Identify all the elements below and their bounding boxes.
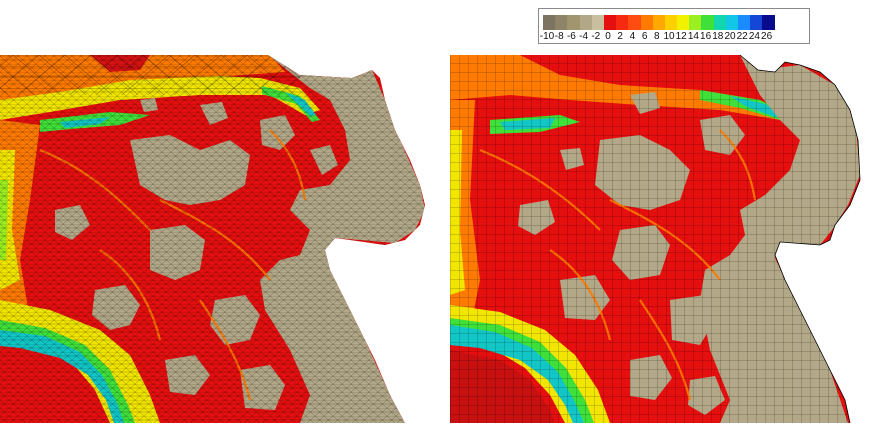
legend-label: 20 bbox=[724, 31, 736, 42]
legend-swatch bbox=[616, 15, 629, 30]
legend-swatch bbox=[738, 15, 751, 30]
legend-swatch bbox=[713, 15, 726, 30]
legend-swatch bbox=[640, 15, 653, 30]
legend-label: 10 bbox=[663, 31, 675, 42]
legend-swatch bbox=[677, 15, 690, 30]
right-mesh bbox=[450, 55, 860, 423]
legend-label: 8 bbox=[654, 31, 660, 42]
legend-label: 12 bbox=[675, 31, 687, 42]
legend-label: 2 bbox=[617, 31, 623, 42]
legend-label: -4 bbox=[579, 31, 589, 42]
legend-swatch bbox=[725, 15, 738, 30]
legend-label: 6 bbox=[641, 31, 648, 42]
legend-labels: -10 -8 -6 -4 -2 0 2 4 6 8 10 12 14 16 18 20 22 24 26 bbox=[539, 31, 811, 43]
color-legend: -10 -8 -6 -4 -2 0 2 4 6 8 10 12 14 16 18 20 22 24 26 bbox=[538, 8, 810, 44]
legend-swatch bbox=[664, 15, 678, 30]
legend-label: 18 bbox=[712, 31, 724, 42]
legend-swatch bbox=[579, 15, 592, 30]
legend-swatch bbox=[591, 15, 604, 30]
legend-label: 0 bbox=[605, 31, 611, 42]
legend-label: 14 bbox=[687, 31, 699, 42]
legend-label: 16 bbox=[700, 31, 712, 42]
left-mesh-fine bbox=[0, 55, 425, 423]
legend-label: 26 bbox=[761, 31, 773, 42]
legend-swatch bbox=[628, 15, 641, 30]
legend-swatch bbox=[689, 15, 702, 30]
legend-label: 24 bbox=[748, 31, 760, 42]
left-mesh-coarse bbox=[0, 55, 300, 95]
left-map-panel-triangular-mesh bbox=[0, 55, 425, 423]
legend-swatch bbox=[567, 15, 580, 30]
legend-swatch bbox=[603, 15, 617, 30]
legend-swatch bbox=[762, 15, 775, 30]
legend-label: -8 bbox=[554, 31, 564, 42]
legend-label: -2 bbox=[591, 31, 601, 42]
legend-label: 4 bbox=[629, 31, 636, 42]
legend-label: 22 bbox=[736, 31, 748, 42]
legend-swatch bbox=[543, 15, 556, 30]
legend-color-bar bbox=[543, 15, 775, 30]
right-map-panel-quad-mesh bbox=[450, 55, 860, 423]
legend-swatch bbox=[750, 15, 763, 30]
legend-label: -6 bbox=[566, 31, 576, 42]
legend-swatch bbox=[652, 15, 665, 30]
legend-label: -10 bbox=[539, 31, 555, 42]
right-mesh-boundary bbox=[739, 54, 861, 424]
legend-swatch bbox=[555, 15, 568, 30]
legend-swatch bbox=[701, 15, 714, 30]
